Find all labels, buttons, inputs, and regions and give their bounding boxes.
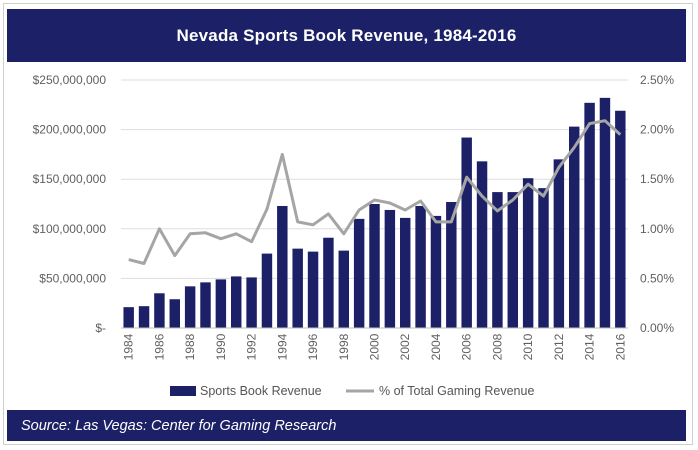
bar xyxy=(461,137,472,328)
bar xyxy=(169,299,180,328)
y-right-tick-label: 1.00% xyxy=(640,222,674,236)
bar xyxy=(123,307,134,328)
bar xyxy=(599,97,611,328)
x-tick-label: 1984 xyxy=(122,333,136,360)
percent-line xyxy=(128,119,622,265)
bar xyxy=(184,286,196,328)
legend-label-bar: Sports Book Revenue xyxy=(200,384,322,398)
bar xyxy=(476,161,488,328)
x-tick-label: 1994 xyxy=(275,333,289,360)
y-right-tick-label: 0.00% xyxy=(640,321,674,335)
y-left-tick-label: $- xyxy=(95,321,106,335)
bar xyxy=(430,215,442,328)
x-tick-label: 2014 xyxy=(583,333,597,360)
y-left-tick-label: $200,000,000 xyxy=(33,123,107,137)
x-tick-label: 1988 xyxy=(183,333,197,360)
bar xyxy=(569,126,580,329)
bar xyxy=(415,205,426,328)
bar xyxy=(277,205,288,328)
x-tick-label: 2000 xyxy=(368,333,382,360)
bar xyxy=(292,248,303,328)
y-right-tick-label: 2.50% xyxy=(640,73,674,87)
bar xyxy=(553,159,565,328)
bar xyxy=(138,306,150,328)
bar xyxy=(200,282,211,328)
x-tick-label: 1992 xyxy=(245,333,259,360)
y-right-tick-label: 1.50% xyxy=(640,172,674,186)
x-tick-label: 2010 xyxy=(521,333,535,360)
bar xyxy=(584,102,595,328)
bar xyxy=(338,250,349,328)
bar xyxy=(246,277,257,328)
bar xyxy=(353,218,365,328)
bar xyxy=(492,192,503,328)
x-tick-label: 1998 xyxy=(337,333,351,360)
x-tick-label: 2008 xyxy=(490,333,504,360)
bar xyxy=(446,202,457,328)
y-left-tick-label: $150,000,000 xyxy=(33,172,107,186)
bar xyxy=(215,279,227,328)
x-tick-label: 1986 xyxy=(152,333,166,360)
x-tick-label: 1990 xyxy=(214,333,228,360)
x-tick-label: 2006 xyxy=(460,333,474,360)
bar xyxy=(261,253,273,328)
bar xyxy=(307,251,319,328)
bar xyxy=(384,209,396,328)
y-left-tick-label: $100,000,000 xyxy=(33,222,107,236)
bar xyxy=(323,237,334,328)
bar xyxy=(369,204,380,328)
y-right-tick-label: 2.00% xyxy=(640,123,674,137)
bar xyxy=(400,217,411,328)
legend-label-line: % of Total Gaming Revenue xyxy=(379,384,534,398)
y-left-tick-label: $50,000,000 xyxy=(39,271,106,285)
x-tick-label: 2002 xyxy=(398,333,412,360)
x-tick-label: 2016 xyxy=(613,333,627,360)
chart-title: Nevada Sports Book Revenue, 1984-2016 xyxy=(7,9,686,62)
bar xyxy=(522,178,534,328)
x-tick-label: 1996 xyxy=(306,333,320,360)
legend-swatch-bar xyxy=(170,386,196,396)
x-tick-label: 2012 xyxy=(552,333,566,360)
x-tick-label: 2004 xyxy=(429,333,443,360)
bar xyxy=(615,110,626,328)
bar xyxy=(231,276,242,328)
y-right-tick-label: 0.50% xyxy=(640,271,674,285)
y-left-tick-label: $250,000,000 xyxy=(33,73,107,87)
source-caption: Source: Las Vegas: Center for Gaming Res… xyxy=(7,410,686,441)
bar xyxy=(154,293,165,328)
bar xyxy=(538,188,549,328)
bar xyxy=(507,192,518,328)
